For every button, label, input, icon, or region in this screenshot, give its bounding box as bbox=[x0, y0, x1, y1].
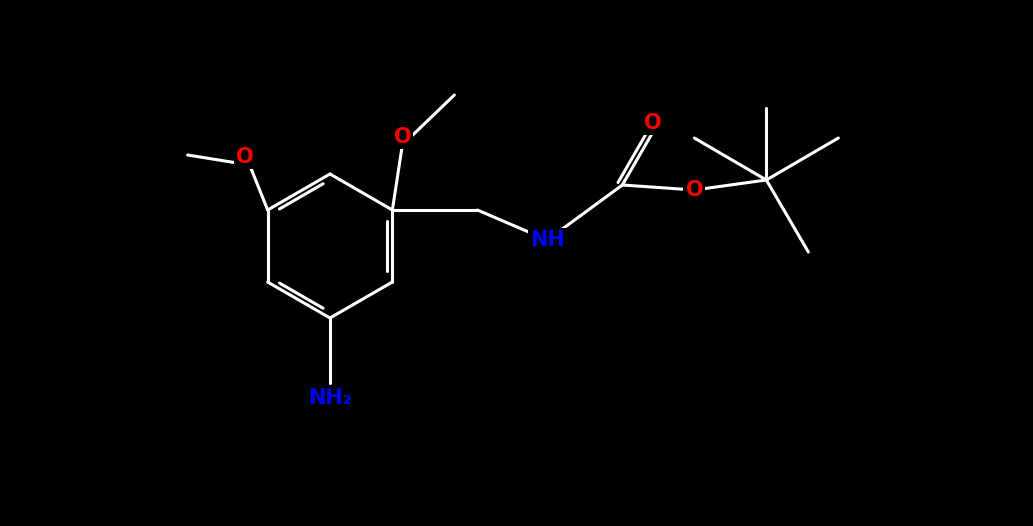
Text: NH: NH bbox=[530, 230, 565, 250]
Text: O: O bbox=[394, 127, 411, 147]
Text: O: O bbox=[236, 147, 253, 167]
Text: NH₂: NH₂ bbox=[308, 388, 352, 408]
Text: O: O bbox=[644, 113, 661, 133]
Text: O: O bbox=[686, 180, 703, 200]
